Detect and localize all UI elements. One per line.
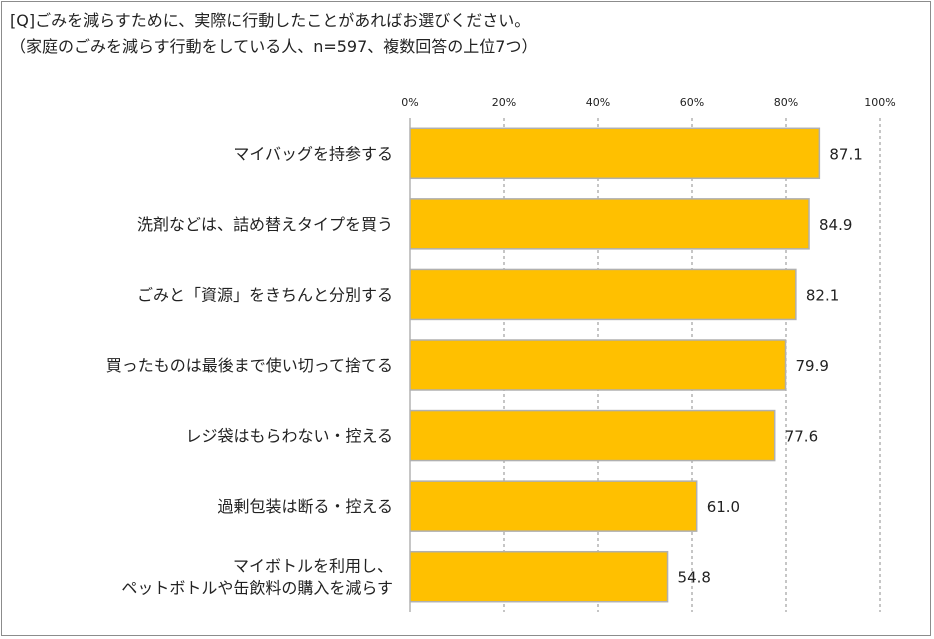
data-label: 79.9 [796,357,829,375]
x-tick-label: 0% [401,96,418,109]
bar [409,339,787,391]
bar [409,550,669,603]
data-label: 77.6 [785,428,818,446]
category-label: 洗剤などは、詰め替えタイプを買う [137,215,393,234]
category-label: レジ袋はもらわない・控える [185,427,393,446]
data-label: 87.1 [829,145,862,163]
x-tick-label: 80% [774,96,798,109]
category-label: ペットボトルや缶飲料の購入を減らす [121,579,393,598]
chart-subtitle: （家庭のごみを減らす行動をしている人、n=597、複数回答の上位7つ） [10,37,538,56]
bar [409,409,776,462]
bar [409,127,821,180]
x-tick-label: 20% [492,96,516,109]
bar [409,198,810,250]
x-tick-label: 100% [864,96,895,109]
data-label: 61.0 [707,498,740,516]
chart-title: [Q]ごみを減らすために、実際に行動したことがあればお選びください。 [10,11,531,30]
category-label: マイボトルを利用し、 [233,557,393,576]
data-label: 82.1 [806,286,839,304]
category-label: マイバッグを持参する [233,144,393,163]
data-label: 84.9 [819,216,852,234]
bar [409,480,698,532]
category-label: ごみと「資源」をきちんと分別する [137,285,393,304]
x-tick-label: 60% [680,96,704,109]
bar [409,268,797,321]
data-label: 54.8 [678,569,711,587]
category-label: 過剰包装は断る・控える [217,497,393,516]
x-tick-label: 40% [586,96,610,109]
category-label: 買ったものは最後まで使い切って捨てる [106,356,393,375]
